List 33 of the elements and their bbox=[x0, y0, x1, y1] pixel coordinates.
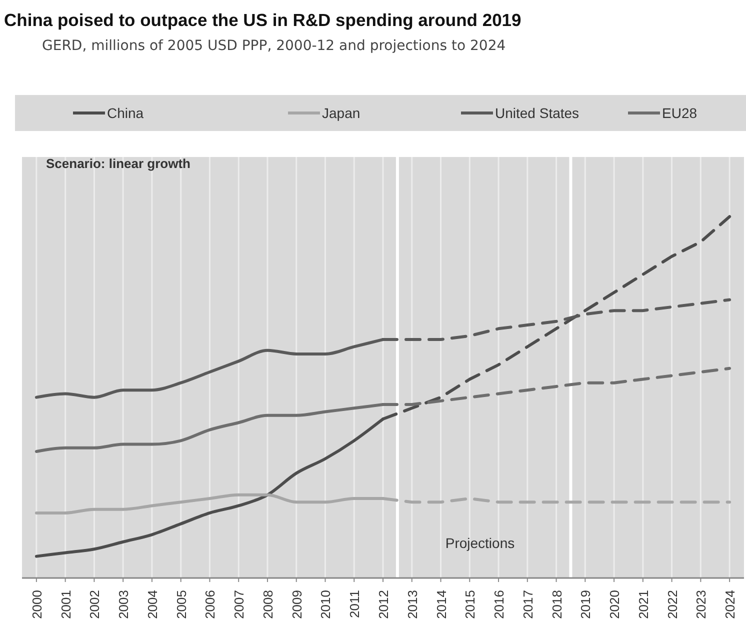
x-tick-label: 2024 bbox=[722, 590, 738, 619]
text: Scenario: linear growth bbox=[46, 156, 191, 171]
legend-label: EU28 bbox=[662, 105, 698, 121]
x-tick-label: 2006 bbox=[202, 590, 218, 619]
x-tick-label: 2015 bbox=[462, 590, 478, 619]
x-tick-label: 2022 bbox=[664, 590, 680, 619]
x-tick-label: 2011 bbox=[347, 590, 362, 618]
x-tick-label: 2012 bbox=[376, 590, 391, 619]
x-tick-label: 2020 bbox=[607, 590, 622, 619]
x-tick-label: 2009 bbox=[289, 590, 304, 619]
annotation: Projections bbox=[445, 535, 515, 551]
x-tick-label: 2018 bbox=[549, 590, 564, 619]
x-tick-label: 2014 bbox=[434, 590, 449, 619]
x-tick-label: 2007 bbox=[232, 590, 247, 619]
x-tick-label: 2021 bbox=[636, 590, 651, 619]
legend-label: China bbox=[107, 105, 144, 121]
x-tick-label: 2023 bbox=[694, 590, 709, 619]
chart-title: China poised to outpace the US in R&D spending around 2019 bbox=[4, 10, 522, 30]
x-tick-label: 2003 bbox=[116, 590, 132, 619]
x-tick-label: 2013 bbox=[404, 590, 420, 619]
chart-subtitle: GERD, millions of 2005 USD PPP, 2000-12 and projections to 2024 bbox=[42, 38, 506, 54]
legend-label: United States bbox=[495, 105, 580, 121]
legend-label: Japan bbox=[322, 105, 360, 121]
x-tick-label: 2017 bbox=[520, 590, 536, 619]
x-tick-label: 2000 bbox=[29, 590, 44, 619]
x-tick-label: 2010 bbox=[318, 590, 334, 619]
x-tick-label: 2016 bbox=[492, 590, 507, 619]
x-tick-label: 2004 bbox=[144, 590, 160, 619]
x-tick-label: 2005 bbox=[174, 590, 189, 619]
x-tick-label: 2002 bbox=[87, 590, 102, 619]
x-tick-label: 2008 bbox=[260, 590, 276, 619]
x-tick-label: 2019 bbox=[578, 590, 594, 619]
x-tick-label: 2001 bbox=[58, 590, 74, 619]
